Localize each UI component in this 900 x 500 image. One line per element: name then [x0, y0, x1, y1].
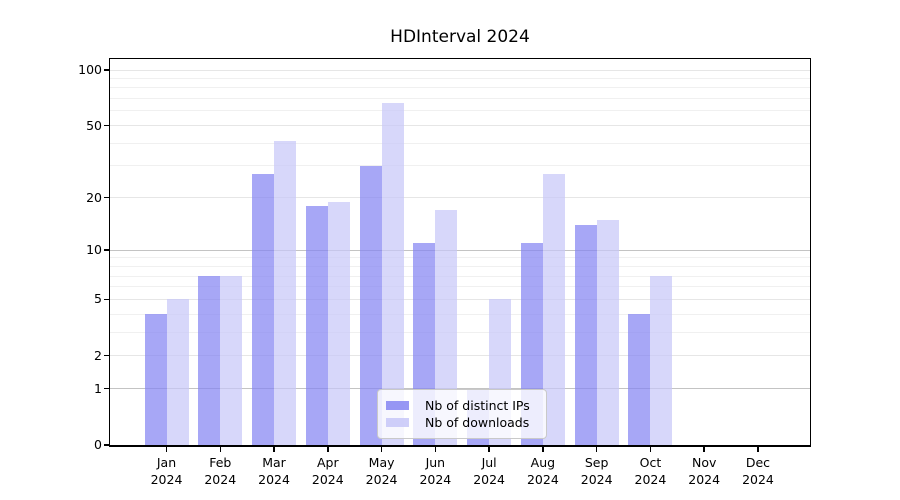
x-tick-mark [219, 446, 222, 452]
y-tick-mark [103, 69, 109, 71]
x-axis-spine [108, 445, 811, 447]
bar-mar-ips [252, 174, 275, 445]
y-tick-mark [103, 387, 109, 390]
x-tick-mark [165, 446, 168, 452]
major-gridline [110, 355, 810, 357]
minor-gridline [110, 87, 810, 89]
x-tick-mark [327, 446, 329, 452]
major-gridline [110, 125, 810, 127]
legend-swatch-distinct-ips [386, 401, 409, 410]
legend-entry-downloads: Nb of downloads [386, 414, 546, 431]
bar-may-ips [359, 165, 382, 445]
y-tick-label: 5 [94, 291, 102, 307]
y-tick-label: 10 [86, 242, 102, 258]
bar-apr-ips [305, 205, 328, 445]
y-tick-label: 0 [94, 437, 102, 452]
y-tick-label: 20 [86, 189, 102, 205]
minor-gridline [110, 331, 810, 333]
bar-feb-downloads [220, 276, 243, 445]
bar-sep-downloads [596, 219, 619, 445]
y-tick-mark [103, 196, 109, 199]
x-tick-label: Mar 2024 [258, 455, 290, 487]
x-tick-label: Jun 2024 [419, 455, 452, 487]
y-axis-spine [108, 58, 110, 446]
legend-label-distinct-ips: Nb of distinct IPs [425, 398, 530, 413]
right-spine [810, 58, 811, 446]
major-gridline [110, 197, 810, 199]
minor-gridline [110, 257, 810, 259]
y-tick-label: 1 [94, 380, 102, 396]
bar-mar-downloads [274, 141, 297, 445]
y-tick-mark [103, 444, 109, 446]
x-tick-label: Aug 2024 [526, 455, 559, 487]
major-gridline [110, 388, 810, 390]
chart-title: HDInterval 2024 [390, 27, 530, 47]
minor-gridline [110, 77, 810, 79]
major-gridline [110, 69, 810, 71]
y-tick-label: 2 [94, 347, 102, 363]
minor-gridline [110, 313, 810, 315]
top-spine [108, 58, 811, 59]
minor-gridline [110, 286, 810, 288]
bar-jan-ips [144, 314, 167, 445]
y-tick-label: 50 [86, 117, 102, 133]
x-tick-mark [703, 446, 705, 452]
x-tick-mark [434, 446, 437, 452]
minor-gridline [110, 265, 810, 267]
x-tick-label: Dec 2024 [742, 455, 774, 487]
x-tick-label: Feb 2024 [204, 455, 237, 487]
legend-swatch-downloads [386, 418, 409, 427]
minor-gridline [110, 142, 810, 144]
x-tick-label: Apr 2024 [311, 455, 344, 487]
y-tick-mark [103, 124, 109, 127]
bar-aug-downloads [542, 174, 565, 445]
major-gridline [110, 249, 810, 251]
y-tick-mark [103, 249, 109, 251]
bar-sep-ips [574, 224, 597, 445]
x-tick-label: Oct 2024 [634, 455, 667, 487]
minor-gridline [110, 98, 810, 100]
x-tick-mark [757, 446, 759, 452]
bar-oct-ips [628, 314, 651, 445]
bar-may-downloads [381, 103, 404, 445]
y-tick-label: 100 [78, 62, 102, 77]
x-tick-label: Jul 2024 [473, 455, 506, 487]
bar-feb-ips [198, 276, 221, 445]
y-tick-mark [103, 354, 109, 357]
x-tick-mark [649, 446, 652, 452]
x-tick-label: May 2024 [365, 455, 398, 487]
x-tick-label: Sep 2024 [580, 455, 613, 487]
x-tick-mark [488, 446, 490, 452]
x-tick-label: Nov 2024 [688, 455, 721, 487]
minor-gridline [110, 110, 810, 112]
legend: Nb of distinct IPs Nb of downloads [377, 389, 547, 439]
x-tick-mark [595, 446, 598, 452]
bar-jan-downloads [166, 299, 189, 445]
x-tick-mark [542, 446, 544, 452]
bar-jun-downloads [435, 210, 458, 445]
y-tick-mark [103, 298, 109, 301]
legend-entry-distinct-ips: Nb of distinct IPs [386, 397, 546, 414]
x-tick-label: Jan 2024 [150, 455, 183, 487]
major-gridline [110, 298, 810, 300]
legend-label-downloads: Nb of downloads [425, 415, 530, 430]
minor-gridline [110, 275, 810, 277]
x-tick-mark [380, 446, 383, 452]
bar-oct-downloads [650, 276, 673, 445]
minor-gridline [110, 165, 810, 167]
x-tick-mark [273, 446, 275, 452]
bar-apr-downloads [327, 201, 350, 445]
